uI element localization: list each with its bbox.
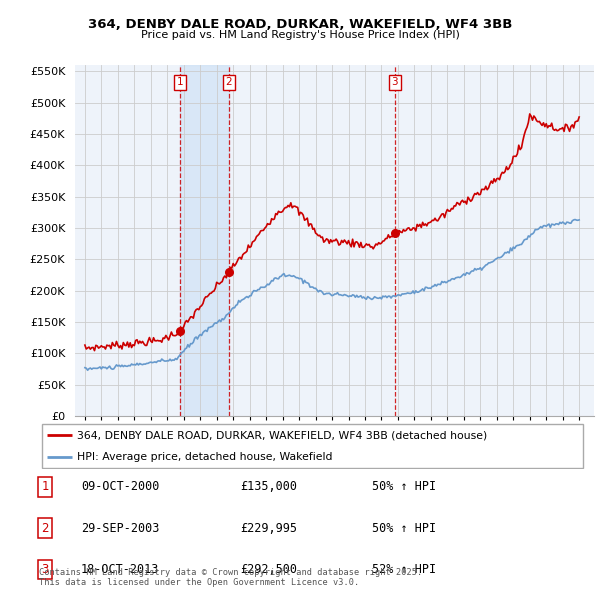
Text: Price paid vs. HM Land Registry's House Price Index (HPI): Price paid vs. HM Land Registry's House … xyxy=(140,30,460,40)
Text: £292,500: £292,500 xyxy=(240,563,297,576)
Text: 3: 3 xyxy=(391,77,398,87)
Text: 364, DENBY DALE ROAD, DURKAR, WAKEFIELD, WF4 3BB: 364, DENBY DALE ROAD, DURKAR, WAKEFIELD,… xyxy=(88,18,512,31)
Text: 2: 2 xyxy=(226,77,232,87)
Text: 50% ↑ HPI: 50% ↑ HPI xyxy=(372,522,436,535)
Text: 09-OCT-2000: 09-OCT-2000 xyxy=(81,480,160,493)
Text: £229,995: £229,995 xyxy=(240,522,297,535)
Text: 3: 3 xyxy=(41,563,49,576)
Text: 1: 1 xyxy=(41,480,49,493)
Text: 50% ↑ HPI: 50% ↑ HPI xyxy=(372,480,436,493)
Text: 52% ↑ HPI: 52% ↑ HPI xyxy=(372,563,436,576)
FancyBboxPatch shape xyxy=(42,424,583,468)
Text: 29-SEP-2003: 29-SEP-2003 xyxy=(81,522,160,535)
Bar xyxy=(180,65,229,416)
Text: HPI: Average price, detached house, Wakefield: HPI: Average price, detached house, Wake… xyxy=(77,451,333,461)
Text: £135,000: £135,000 xyxy=(240,480,297,493)
Text: 1: 1 xyxy=(177,77,184,87)
Text: 364, DENBY DALE ROAD, DURKAR, WAKEFIELD, WF4 3BB (detached house): 364, DENBY DALE ROAD, DURKAR, WAKEFIELD,… xyxy=(77,431,488,441)
Text: 2: 2 xyxy=(41,522,49,535)
Text: Contains HM Land Registry data © Crown copyright and database right 2025.
This d: Contains HM Land Registry data © Crown c… xyxy=(39,568,422,587)
Text: 18-OCT-2013: 18-OCT-2013 xyxy=(81,563,160,576)
